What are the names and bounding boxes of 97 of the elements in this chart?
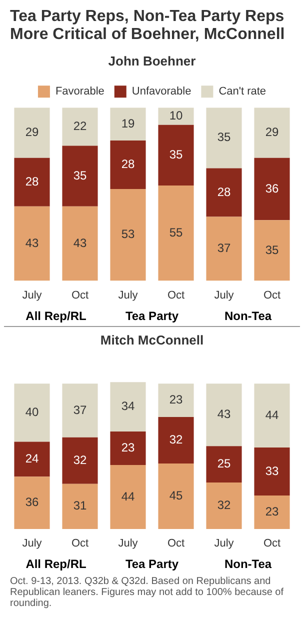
data-label: 19: [121, 116, 135, 130]
x-tick-label: Oct: [167, 289, 185, 302]
legend-label: Can't rate: [218, 86, 266, 98]
data-label: 37: [73, 402, 88, 417]
bar: [206, 216, 242, 281]
data-label: 29: [265, 125, 279, 140]
x-tick-label: Oct: [71, 289, 89, 302]
data-label: 45: [169, 488, 184, 503]
bar: [254, 384, 290, 448]
bar: [62, 384, 98, 438]
data-label: 35: [169, 148, 183, 162]
bar: [62, 146, 98, 206]
bar: [254, 496, 290, 529]
bar: [158, 464, 194, 529]
x-tick-label: July: [22, 289, 42, 302]
data-label: 43: [25, 236, 39, 250]
data-label: 25: [217, 456, 232, 471]
x-tick-label: July: [118, 538, 138, 550]
bar: [206, 108, 242, 168]
chart-subtitle: John Boehner: [108, 53, 196, 68]
data-label: 53: [121, 227, 135, 242]
data-label: 10: [169, 108, 183, 123]
x-tick-label: Oct: [71, 538, 89, 550]
data-label: 36: [265, 181, 279, 196]
data-label: 35: [73, 168, 87, 182]
bar: [206, 446, 242, 482]
bar: [14, 206, 50, 281]
bar: [14, 384, 50, 442]
bar: [206, 384, 242, 446]
data-label: 35: [265, 242, 279, 257]
bar: [254, 448, 290, 496]
chart-title: Mitch McConnell: [100, 332, 204, 348]
bar: [158, 108, 194, 125]
bar: [110, 140, 146, 190]
data-label: 23: [121, 440, 136, 455]
data-label: 43: [217, 407, 232, 422]
chart-title: Tea Party Reps, Non-Tea Party Reps More Critical of Boehner, McConnell: [9, 7, 286, 45]
text: Tea Party: [125, 309, 179, 324]
text: Oct. 9-13, 2013. Q32b & Q32d. Based on Republicans and Republican leaners. Figures may not add to 100% because of rounding.: [9, 575, 285, 611]
x-tick-label: July: [214, 289, 234, 302]
bar: [62, 206, 98, 281]
data-label: 33: [265, 464, 280, 478]
bar: [254, 220, 290, 281]
data-label: 28: [25, 174, 39, 188]
bar: [158, 417, 194, 464]
bar: [110, 465, 146, 529]
bar: [110, 432, 146, 465]
x-tick-label: July: [118, 289, 138, 302]
data-label: 55: [169, 225, 183, 240]
data-label: 29: [25, 125, 39, 140]
bar: [158, 384, 194, 418]
data-label: 44: [121, 489, 136, 504]
bar: [206, 168, 242, 217]
bar: [110, 382, 146, 432]
data-label: 34: [121, 399, 136, 414]
x-tick-label: July: [214, 538, 234, 550]
text: Non-Tea: [224, 309, 272, 324]
bar: [62, 484, 98, 529]
bar: [158, 186, 194, 281]
bar: [14, 158, 50, 206]
bar: [62, 437, 98, 484]
data-label: 32: [169, 432, 184, 447]
text: All Rep/RL: [26, 309, 86, 324]
legend-label: Favorable: [55, 86, 104, 98]
text: All Rep/RL: [26, 557, 86, 572]
bar: [254, 108, 290, 158]
bar: [158, 124, 194, 186]
bar: [14, 476, 50, 529]
x-tick-label: Oct: [263, 538, 281, 550]
x-tick-label: Oct: [167, 538, 185, 550]
data-label: 28: [121, 157, 135, 172]
data-label: 22: [73, 118, 87, 133]
data-label: 23: [265, 504, 280, 519]
bar: [254, 158, 290, 220]
data-label: 40: [25, 404, 40, 419]
x-tick-label: July: [22, 538, 42, 550]
data-label: 23: [169, 392, 184, 407]
data-label: 28: [217, 184, 231, 199]
data-label: 36: [25, 495, 40, 510]
text: Tea Party: [125, 557, 179, 572]
bar: [110, 189, 146, 281]
legend-label: Unfavorable: [132, 86, 192, 98]
data-label: 31: [73, 498, 88, 513]
bar: [110, 108, 146, 141]
bar: [14, 108, 50, 158]
bar: [14, 442, 50, 477]
data-label: 37: [217, 241, 231, 256]
text: Non-Tea: [224, 557, 272, 572]
data-label: 24: [25, 452, 40, 466]
data-label: 32: [217, 498, 232, 512]
data-label: 32: [73, 452, 88, 467]
bar: [206, 482, 242, 529]
bar: [62, 108, 98, 146]
data-label: 43: [73, 236, 87, 250]
x-tick-label: Oct: [263, 289, 281, 302]
data-label: 44: [265, 408, 280, 422]
data-label: 35: [217, 130, 231, 144]
